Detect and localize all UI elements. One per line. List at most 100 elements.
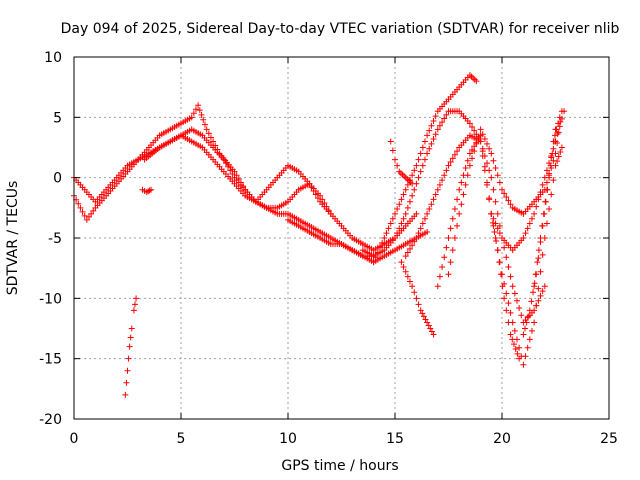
data-point xyxy=(501,190,508,197)
data-point xyxy=(546,206,553,213)
data-point xyxy=(419,310,426,317)
data-point xyxy=(404,249,411,256)
y-tick-label: -15 xyxy=(39,352,62,368)
data-point xyxy=(133,295,140,302)
data-point xyxy=(205,130,212,137)
data-point xyxy=(406,245,413,252)
data-point xyxy=(424,228,431,235)
data-point xyxy=(411,186,418,193)
data-point xyxy=(203,126,210,133)
data-point xyxy=(479,131,486,138)
data-point xyxy=(462,165,469,172)
data-point xyxy=(220,156,227,163)
data-point xyxy=(192,106,199,113)
data-point xyxy=(392,210,398,217)
data-point xyxy=(488,150,495,157)
data-point xyxy=(556,123,563,130)
data-point xyxy=(402,186,409,193)
series-track8 xyxy=(359,108,548,326)
data-point xyxy=(409,180,416,187)
data-point xyxy=(539,251,546,258)
data-point xyxy=(543,186,550,193)
data-point xyxy=(222,160,229,167)
data-point xyxy=(543,167,550,174)
data-point xyxy=(383,230,390,237)
data-point xyxy=(451,151,458,158)
data-point xyxy=(486,195,493,202)
data-point xyxy=(417,168,424,175)
data-point xyxy=(426,206,433,213)
data-point xyxy=(387,220,394,227)
data-point xyxy=(426,127,433,134)
data-point xyxy=(434,186,441,193)
data-point xyxy=(413,162,420,169)
data-point xyxy=(505,319,512,326)
data-point xyxy=(79,208,86,215)
data-point xyxy=(496,230,503,237)
data-point xyxy=(550,145,557,152)
data-point xyxy=(415,230,422,237)
data-point xyxy=(394,162,401,169)
data-point xyxy=(505,197,512,204)
data-point xyxy=(449,155,456,162)
data-point xyxy=(507,273,514,280)
data-point xyxy=(432,191,439,198)
data-point xyxy=(497,271,504,278)
data-point xyxy=(553,126,560,133)
data-point xyxy=(411,289,418,296)
data-point xyxy=(436,181,443,188)
x-tick-label: 0 xyxy=(70,431,79,447)
data-point xyxy=(511,290,518,297)
data-point xyxy=(464,172,471,179)
data-point xyxy=(445,271,452,278)
data-point xyxy=(555,120,562,127)
x-tick-label: 5 xyxy=(177,431,186,447)
data-point xyxy=(447,259,454,266)
data-point xyxy=(415,156,422,163)
data-point xyxy=(128,325,135,332)
data-point xyxy=(546,170,553,177)
data-point xyxy=(456,186,463,193)
data-point xyxy=(394,206,401,213)
data-point xyxy=(396,225,403,232)
data-point xyxy=(507,331,514,338)
data-point xyxy=(477,126,484,133)
data-point xyxy=(425,322,432,329)
data-point xyxy=(198,111,205,118)
data-point xyxy=(490,157,497,164)
data-point xyxy=(491,228,498,235)
data-point xyxy=(466,120,473,127)
data-point xyxy=(522,353,529,360)
data-point xyxy=(522,325,529,332)
data-point xyxy=(528,215,535,222)
data-point xyxy=(533,203,540,210)
data-point xyxy=(535,285,542,292)
data-point xyxy=(229,171,236,178)
data-point xyxy=(451,206,458,213)
data-point xyxy=(533,302,540,309)
series-track5 xyxy=(122,295,140,398)
data-point xyxy=(481,163,488,170)
data-point xyxy=(489,219,496,226)
data-point xyxy=(484,140,491,147)
series-track15 xyxy=(531,114,563,290)
data-point xyxy=(406,198,413,205)
data-point xyxy=(190,110,197,117)
data-point xyxy=(522,230,529,237)
data-point xyxy=(516,355,523,362)
data-point xyxy=(387,138,394,145)
data-point xyxy=(531,319,538,326)
data-point xyxy=(549,150,556,157)
data-point xyxy=(531,283,538,290)
data-point xyxy=(516,344,523,351)
data-point xyxy=(518,312,525,319)
data-point xyxy=(402,253,409,260)
data-point xyxy=(458,179,465,186)
series-track16 xyxy=(488,210,523,362)
data-point xyxy=(454,148,461,155)
data-point xyxy=(424,150,431,157)
data-point xyxy=(439,177,446,184)
data-point xyxy=(419,220,426,227)
data-point xyxy=(523,319,530,326)
